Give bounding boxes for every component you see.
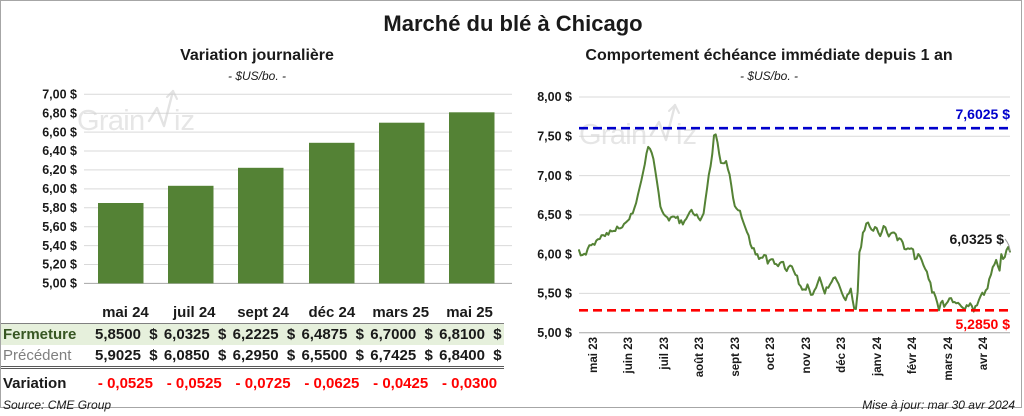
svg-text:Grain: Grain	[579, 119, 646, 151]
svg-text:5,60 $: 5,60 $	[42, 220, 77, 234]
svg-text:6,0325 $: 6,0325 $	[950, 231, 1005, 247]
svg-text:Grain: Grain	[77, 105, 144, 137]
svg-text:iz: iz	[174, 105, 195, 137]
svg-text:mai 23: mai 23	[588, 337, 600, 373]
svg-text:août 23: août 23	[694, 337, 706, 377]
svg-text:mars 24: mars 24	[943, 336, 955, 380]
svg-text:avr 24: avr 24	[978, 336, 990, 370]
svg-text:6,00 $: 6,00 $	[42, 182, 77, 196]
svg-text:7,00 $: 7,00 $	[42, 89, 77, 102]
svg-text:févr 24: févr 24	[907, 336, 919, 374]
svg-text:8,00 $: 8,00 $	[537, 90, 572, 104]
svg-text:6,80 $: 6,80 $	[42, 106, 77, 120]
svg-text:iz: iz	[676, 119, 697, 151]
svg-text:6,60 $: 6,60 $	[42, 125, 77, 139]
svg-text:6,50 $: 6,50 $	[537, 208, 572, 222]
svg-text:oct 23: oct 23	[765, 337, 777, 370]
svg-text:5,00 $: 5,00 $	[42, 277, 77, 291]
svg-text:6,00 $: 6,00 $	[537, 247, 572, 261]
svg-text:7,50 $: 7,50 $	[537, 130, 572, 144]
svg-text:nov 23: nov 23	[801, 337, 813, 373]
svg-text:7,00 $: 7,00 $	[537, 169, 572, 183]
svg-text:5,20 $: 5,20 $	[42, 258, 77, 272]
svg-text:7,6025 $: 7,6025 $	[956, 106, 1011, 122]
svg-text:juil 23: juil 23	[659, 337, 671, 371]
svg-text:5,80 $: 5,80 $	[42, 201, 77, 215]
svg-text:6,40 $: 6,40 $	[42, 144, 77, 158]
svg-text:sept 23: sept 23	[730, 337, 742, 377]
svg-text:5,2850 $: 5,2850 $	[956, 316, 1011, 332]
svg-text:déc 23: déc 23	[836, 337, 848, 373]
svg-text:6,20 $: 6,20 $	[42, 163, 77, 177]
svg-text:5,00 $: 5,00 $	[537, 326, 572, 340]
svg-text:5,40 $: 5,40 $	[42, 239, 77, 253]
svg-text:5,50 $: 5,50 $	[537, 287, 572, 301]
svg-text:janv 24: janv 24	[872, 336, 884, 377]
svg-text:juin 23: juin 23	[623, 337, 635, 374]
